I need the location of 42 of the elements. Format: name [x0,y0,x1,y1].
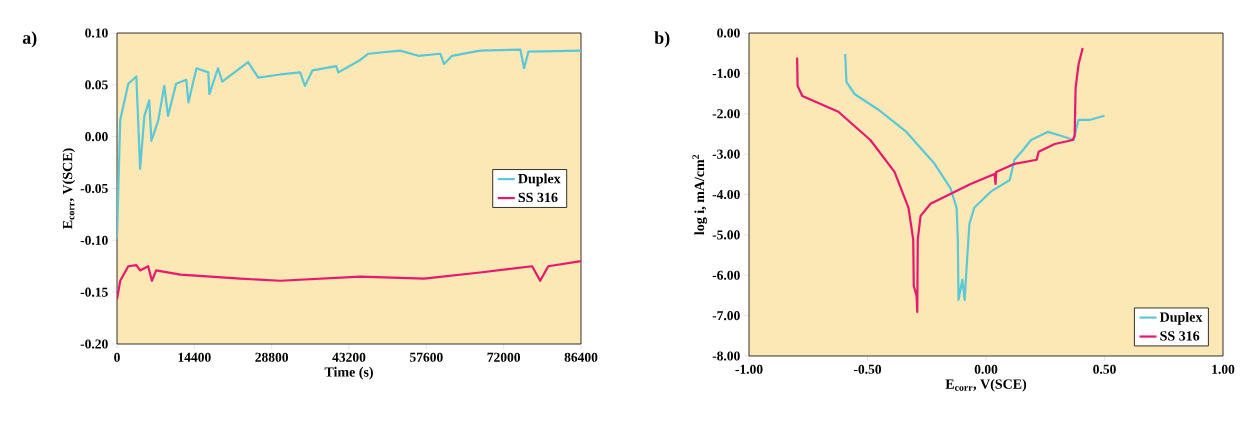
y-tick-label: -1.00 [712,68,740,78]
x-tick-label: -1.00 [735,364,763,374]
chart-title: b) [654,31,670,48]
x-tick-label: 43200 [332,352,366,362]
x-axis-title: Time (s) [324,366,373,380]
y-tick-label: -0.15 [80,287,108,297]
y-tick-label: -3.00 [712,149,740,159]
y-axis-title: log i, mA/cm$^{2}$ [692,154,708,235]
y-tick-label: -0.05 [80,183,108,194]
line-series [844,52,1106,301]
y-tick-label: 0.00 [717,28,740,38]
x-tick-label: -0.50 [853,364,882,374]
x-tick-label: 14400 [178,352,211,362]
legend-label: SS 316 [518,192,558,203]
x-axis-title: E$_{corr}$, V(SCE) [945,378,1027,392]
legend-label: SS 316 [1160,331,1200,341]
line-series [117,259,582,301]
x-tick-label: 57600 [410,352,443,362]
y-tick-label: -7.00 [712,311,740,321]
y-tick-label: 0.05 [85,80,108,90]
y-tick-label: -4.00 [712,189,740,200]
x-tick-label: 0.00 [974,364,998,374]
line-series [796,46,1084,314]
y-tick-label: -8.00 [712,351,740,361]
legend-label: Duplex [518,173,561,187]
x-tick-label: 28800 [255,352,289,362]
y-tick-label: 0.10 [85,28,108,38]
y-axis-title: E$_{corr}$, V(SCE) [62,148,76,229]
chart-title: a) [22,31,37,48]
y-tick-label: -2.00 [712,109,740,119]
y-tick-label: -0.10 [80,235,108,245]
line-series [117,48,582,240]
x-tick-label: 1.00 [1212,364,1235,374]
y-tick-label: -0.20 [80,339,108,349]
x-tick-label: 0 [114,352,120,362]
x-tick-label: 0.50 [1093,364,1116,374]
y-tick-label: 0.00 [85,132,108,142]
x-tick-label: 72000 [487,352,521,362]
legend-label: Duplex [1159,311,1203,325]
y-tick-label: -6.00 [712,270,740,280]
y-tick-label: -5.00 [712,230,740,240]
x-tick-label: 86400 [564,352,598,362]
